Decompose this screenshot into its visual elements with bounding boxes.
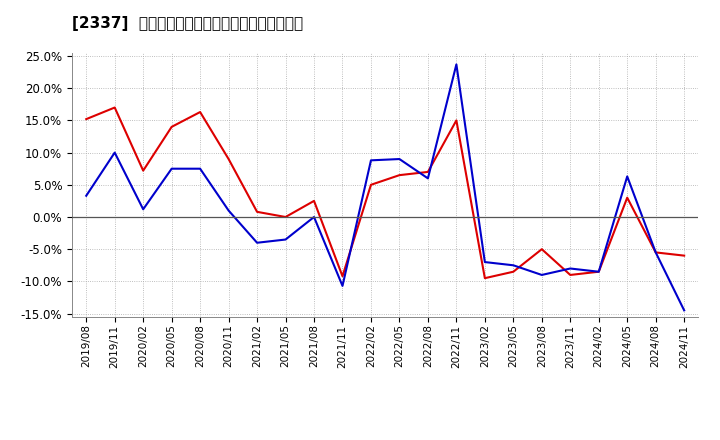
有利子負債営業CF比率 [310,198,318,204]
有利子負債フリーCF比率 [537,272,546,278]
有利子負債営業CF比率 [225,156,233,161]
有利子負債フリーCF比率 [652,250,660,255]
有利子負債営業CF比率 [452,118,461,123]
有利子負債フリーCF比率 [196,166,204,171]
有利子負債営業CF比率 [167,124,176,129]
有利子負債営業CF比率 [537,246,546,252]
有利子負債営業CF比率 [395,172,404,178]
有利子負債フリーCF比率 [366,158,375,163]
有利子負債フリーCF比率 [282,237,290,242]
有利子負債フリーCF比率 [480,260,489,265]
有利子負債フリーCF比率 [595,269,603,275]
有利子負債フリーCF比率 [395,156,404,161]
有利子負債フリーCF比率 [82,193,91,198]
有利子負債営業CF比率 [480,275,489,281]
有利子負債フリーCF比率 [310,214,318,220]
有利子負債フリーCF比率 [253,240,261,246]
Line: 有利子負債営業CF比率: 有利子負債営業CF比率 [86,107,684,278]
有利子負債フリーCF比率 [452,62,461,67]
有利子負債フリーCF比率 [509,263,518,268]
有利子負債営業CF比率 [680,253,688,258]
有利子負債営業CF比率 [623,195,631,200]
有利子負債フリーCF比率 [566,266,575,271]
有利子負債営業CF比率 [652,250,660,255]
有利子負債営業CF比率 [509,269,518,275]
有利子負債営業CF比率 [282,214,290,220]
有利子負債フリーCF比率 [623,174,631,179]
Text: [2337]  有利子負債キャッシュフロー比率の推移: [2337] 有利子負債キャッシュフロー比率の推移 [72,16,303,31]
有利子負債営業CF比率 [595,269,603,275]
有利子負債フリーCF比率 [423,176,432,181]
有利子負債営業CF比率 [196,110,204,115]
有利子負債営業CF比率 [253,209,261,214]
有利子負債営業CF比率 [110,105,119,110]
有利子負債フリーCF比率 [338,283,347,289]
有利子負債フリーCF比率 [139,207,148,212]
有利子負債営業CF比率 [82,117,91,122]
Line: 有利子負債フリーCF比率: 有利子負債フリーCF比率 [86,64,684,310]
有利子負債フリーCF比率 [110,150,119,155]
有利子負債フリーCF比率 [167,166,176,171]
有利子負債営業CF比率 [338,274,347,279]
有利子負債営業CF比率 [566,272,575,278]
有利子負債営業CF比率 [139,168,148,173]
有利子負債フリーCF比率 [225,208,233,213]
有利子負債営業CF比率 [423,169,432,175]
有利子負債営業CF比率 [366,182,375,187]
有利子負債フリーCF比率 [680,308,688,313]
